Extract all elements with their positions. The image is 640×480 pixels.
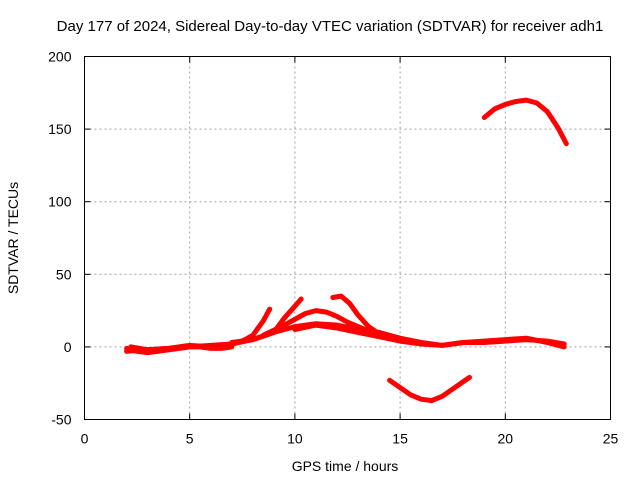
y-tick-label: -50	[51, 412, 71, 428]
series-track-9	[481, 97, 569, 147]
y-axis-label: SDTVAR / TECUs	[5, 182, 21, 294]
y-tick-label: 150	[48, 121, 72, 137]
series-track-6	[330, 293, 567, 350]
x-tick-label: 25	[603, 431, 619, 447]
x-tick-label: 0	[81, 431, 89, 447]
data-series	[124, 97, 569, 404]
y-tick-label: 50	[56, 266, 72, 282]
x-tick-label: 10	[287, 431, 303, 447]
series-track-3	[128, 321, 567, 353]
axis-ticks: 0 5 10 15 20 25 -50 0 50 100 150 200	[48, 49, 618, 447]
y-tick-label: 200	[48, 49, 72, 65]
y-tick-label: 0	[64, 339, 72, 355]
plot-frame	[84, 56, 611, 420]
series-track-7	[292, 322, 403, 344]
chart-title: Day 177 of 2024, Sidereal Day-to-day VTE…	[57, 18, 604, 35]
x-tick-label: 20	[498, 431, 514, 447]
y-tick-label: 100	[48, 194, 72, 210]
grid	[84, 56, 611, 420]
x-axis-label: GPS time / hours	[292, 458, 399, 474]
series-track-8	[387, 374, 472, 404]
x-tick-label: 5	[186, 431, 194, 447]
series-track-5	[260, 308, 371, 338]
x-tick-label: 15	[392, 431, 408, 447]
